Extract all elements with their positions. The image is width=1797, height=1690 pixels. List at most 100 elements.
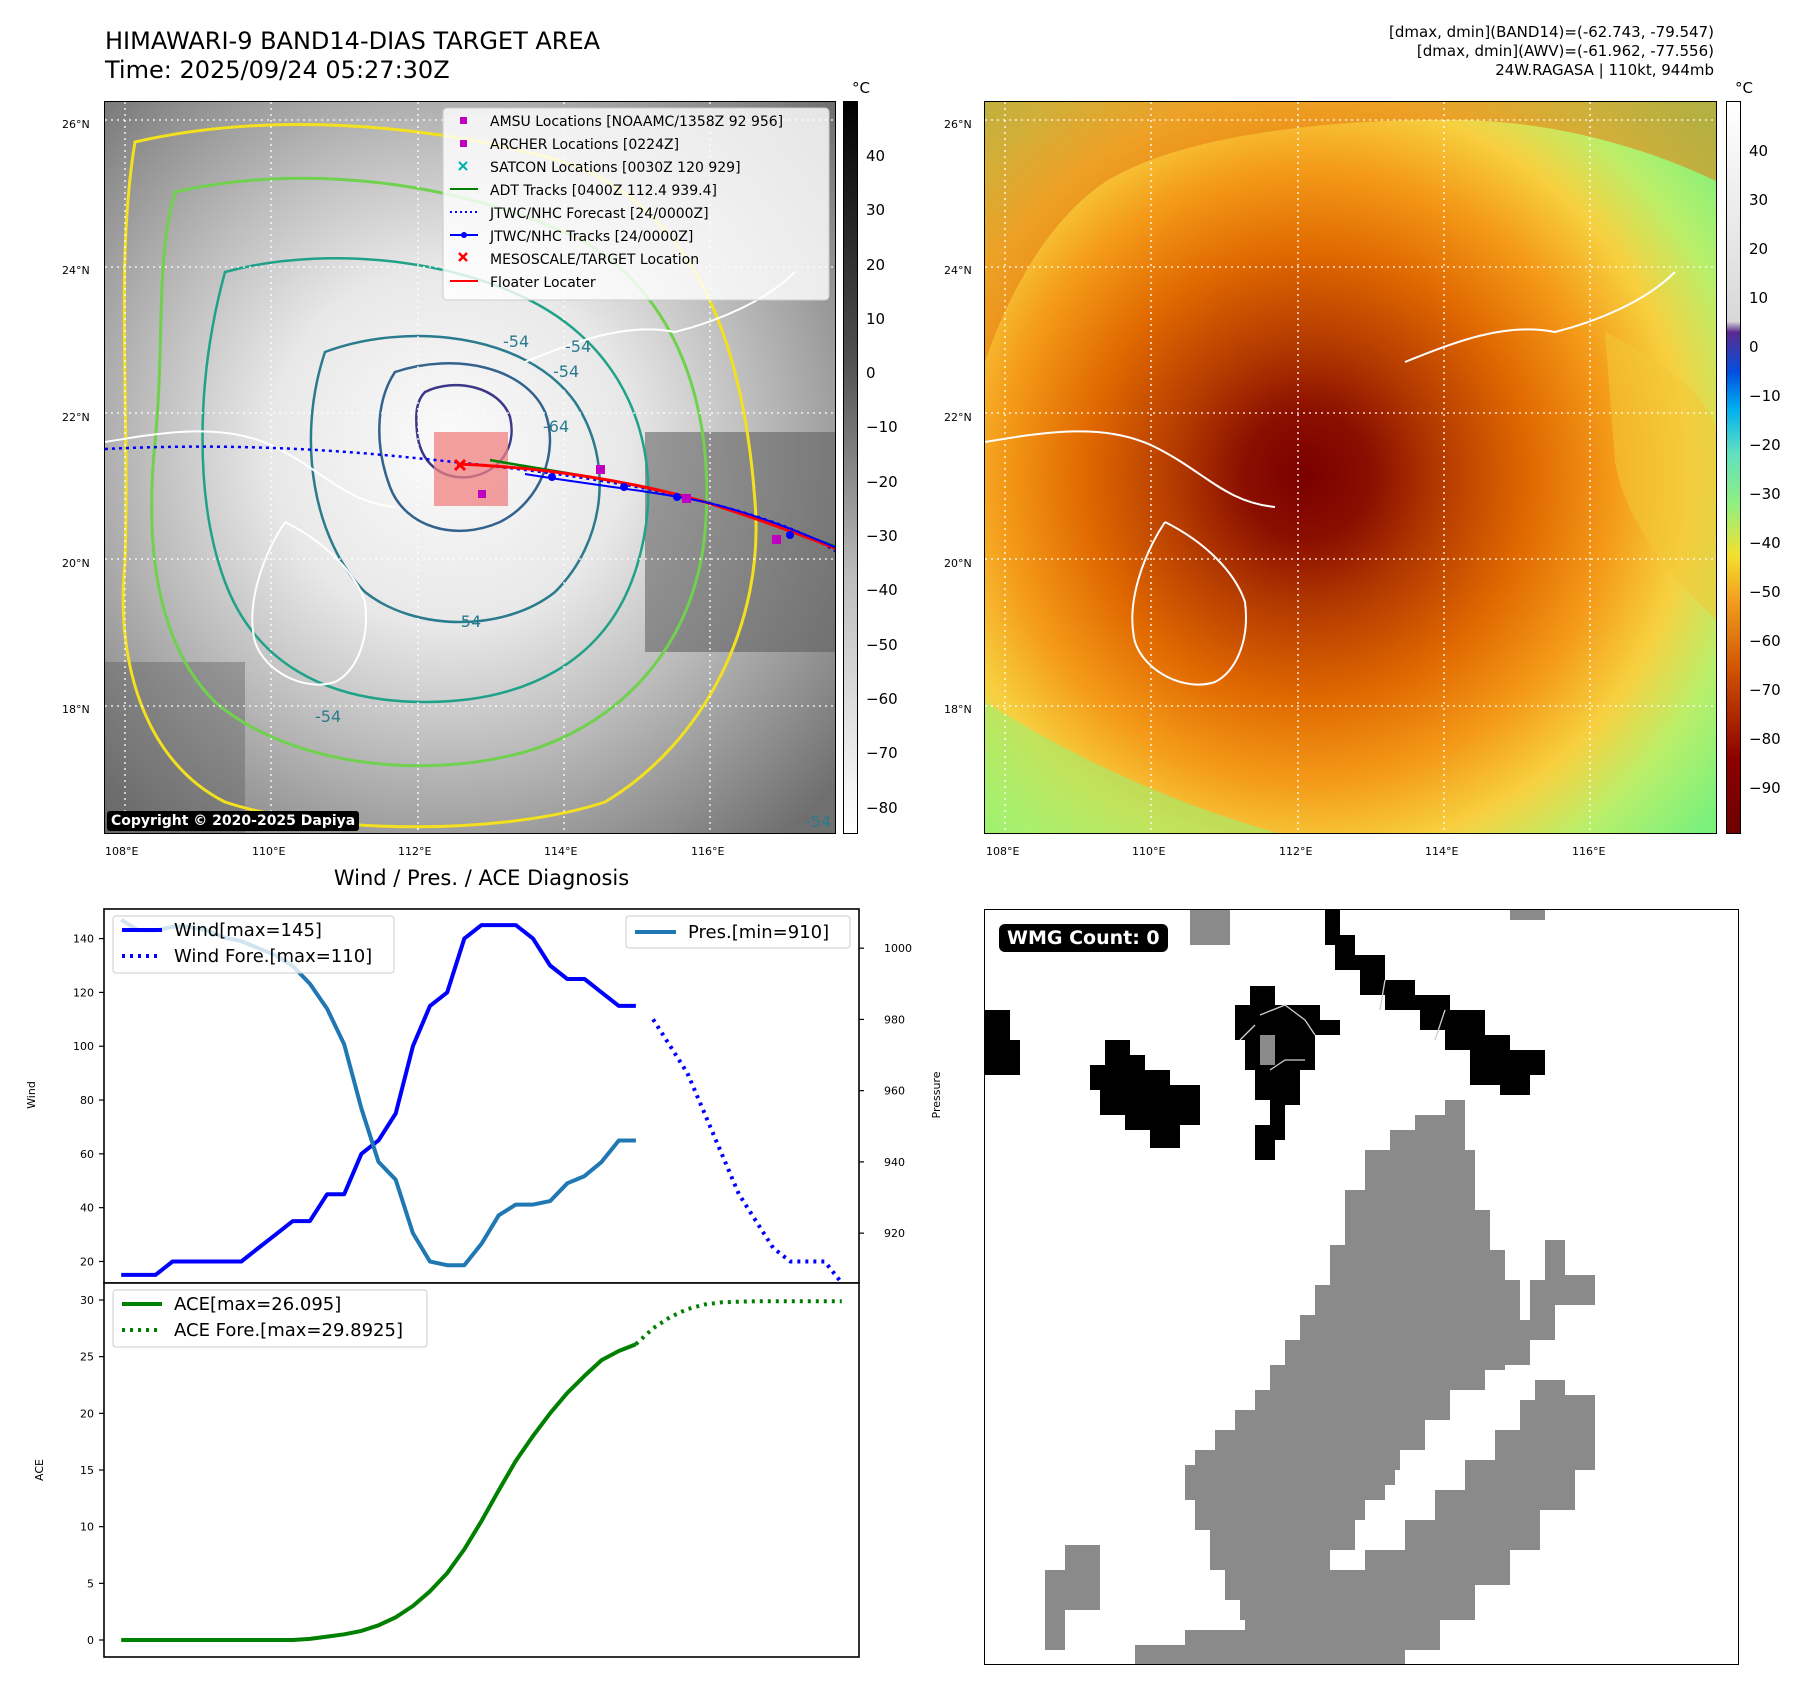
colorbar-tick: 40 — [866, 147, 886, 165]
awv-colorbar-unit: °C — [1735, 79, 1753, 97]
ace-legend: ACE[max=26.095] ACE Fore.[max=29.8925] — [112, 1289, 428, 1348]
info-line-2: [dmax, dmin](AWV)=(-61.962, -77.556) — [1416, 42, 1714, 60]
tick-label: 100 — [73, 1040, 94, 1053]
fix-point — [478, 490, 486, 498]
lat-label: 24°N — [944, 264, 972, 277]
tick-label: 60 — [80, 1148, 94, 1161]
lat-label: 22°N — [62, 411, 90, 424]
colorbar-tick: 30 — [1749, 191, 1769, 209]
ace-axis-ticks: 30 25 20 15 10 5 0 — [80, 1294, 104, 1647]
title-line-1: HIMAWARI-9 BAND14-DIAS TARGET AREA — [105, 27, 601, 55]
tick-label: 10 — [80, 1521, 94, 1534]
target-location-marker — [453, 458, 467, 472]
tick-label: 960 — [884, 1085, 905, 1098]
ace-axis-label: ACE — [33, 1459, 46, 1481]
lon-label: 114°E — [544, 845, 578, 858]
copyright-text: Copyright © 2020-2025 Dapiya — [111, 813, 356, 829]
colorbar-tick: 20 — [866, 256, 886, 274]
lat-label: 22°N — [944, 411, 972, 424]
lat-label: 18°N — [944, 703, 972, 716]
tick-label: 80 — [80, 1094, 94, 1107]
title-line-2: Time: 2025/09/24 05:27:30Z — [105, 56, 450, 84]
track-point — [786, 531, 794, 539]
lon-label: 112°E — [398, 845, 432, 858]
tick-label: 20 — [80, 1255, 94, 1268]
pressure-axis-label: Pressure — [930, 1071, 943, 1118]
wmg-image — [985, 910, 1595, 1664]
wmg-panel: WMG Count: 0 — [984, 909, 1739, 1665]
legend-wind-forecast: Wind Fore.[max=110] — [174, 946, 372, 967]
info-line-3: 24W.RAGASA | 110kt, 944mb — [1495, 61, 1714, 79]
diagnosis-title: Wind / Pres. / ACE Diagnosis — [333, 866, 630, 890]
colorbar-tick: 20 — [1749, 240, 1769, 258]
track-point — [548, 473, 556, 481]
track-point — [620, 483, 628, 491]
colorbar-tick: −70 — [1749, 681, 1781, 699]
colorbar-tick: −50 — [1749, 583, 1781, 601]
lat-label: 24°N — [62, 264, 90, 277]
tick-label: 920 — [884, 1227, 905, 1240]
contour-label: -54 — [553, 362, 579, 381]
colorbar-tick: −10 — [866, 418, 898, 436]
lon-label: 108°E — [105, 845, 139, 858]
awv-map — [984, 101, 1717, 834]
legend-ace-forecast: ACE Fore.[max=29.8925] — [174, 1320, 403, 1341]
lon-label: 116°E — [691, 845, 725, 858]
legend-satcon: SATCON Locations [0030Z 120 929] — [490, 160, 741, 176]
lon-label: 114°E — [1425, 845, 1459, 858]
legend-amsu: AMSU Locations [NOAAMC/1358Z 92 956] — [490, 114, 783, 130]
pressure-legend: Pres.[min=910] — [625, 915, 851, 949]
legend-jtwc-tracks: JTWC/NHC Tracks [24/0000Z] — [489, 229, 693, 245]
legend-jtwc-forecast: JTWC/NHC Forecast [24/0000Z] — [489, 206, 709, 222]
contour-labels: -54 -54 -54 -64 -54 -54 -54 — [315, 332, 831, 831]
colorbar-tick: 30 — [866, 201, 886, 219]
lon-label: 112°E — [1279, 845, 1313, 858]
lat-label: 26°N — [62, 118, 90, 131]
wmg-count-badge: WMG Count: 0 — [999, 924, 1168, 952]
colorbar-tick: −20 — [1749, 436, 1781, 454]
lat-label: 20°N — [62, 557, 90, 570]
lat-label: 26°N — [944, 118, 972, 131]
band14-legend: AMSU Locations [NOAAMC/1358Z 92 956] ARC… — [442, 107, 830, 301]
legend-pressure: Pres.[min=910] — [688, 922, 829, 943]
colorbar-tick: −60 — [1749, 632, 1781, 650]
jtwc-track — [524, 473, 835, 549]
colorbar-tick: −20 — [866, 473, 898, 491]
tick-label: 30 — [80, 1294, 94, 1307]
tick-label: 120 — [73, 986, 94, 999]
legend-wind: Wind[max=145] — [174, 920, 322, 941]
contour-label: -54 — [455, 612, 481, 631]
colorbar-tick: −60 — [866, 690, 898, 708]
tick-label: 20 — [80, 1407, 94, 1420]
awv-map-image — [985, 102, 1716, 833]
lon-label: 110°E — [252, 845, 286, 858]
tick-label: 940 — [884, 1156, 905, 1169]
fix-point — [772, 535, 781, 544]
legend-target-location: MESOSCALE/TARGET Location — [490, 252, 699, 268]
tick-label: 25 — [80, 1351, 94, 1364]
band14-colorbar-unit: °C — [852, 79, 870, 97]
colorbar-tick: 40 — [1749, 142, 1769, 160]
copyright-badge: Copyright © 2020-2025 Dapiya — [107, 811, 360, 831]
info-line-1: [dmax, dmin](BAND14)=(-62.743, -79.547) — [1389, 23, 1714, 41]
colorbar-tick: 0 — [1749, 338, 1759, 356]
colorbar-tick: 0 — [866, 364, 876, 382]
lon-label: 110°E — [1132, 845, 1166, 858]
tick-label: 15 — [80, 1464, 94, 1477]
colorbar-tick: −70 — [866, 744, 898, 762]
tick-label: 0 — [87, 1634, 94, 1647]
fix-point — [596, 465, 605, 474]
tick-label: 40 — [80, 1202, 94, 1215]
legend-floater-locater: Floater Locater — [490, 275, 596, 291]
lon-label: 116°E — [1572, 845, 1606, 858]
target-box — [434, 432, 508, 506]
tick-label: 980 — [884, 1013, 905, 1026]
awv-colorbar — [1726, 101, 1741, 834]
colorbar-tick: 10 — [1749, 289, 1769, 307]
wind-axis-ticks: 140 120 100 80 60 40 20 — [73, 933, 104, 1268]
tick-label: 140 — [73, 933, 94, 946]
series-line — [121, 923, 636, 1277]
colorbar-tick: −30 — [866, 527, 898, 545]
band14-colorbar — [843, 101, 858, 834]
